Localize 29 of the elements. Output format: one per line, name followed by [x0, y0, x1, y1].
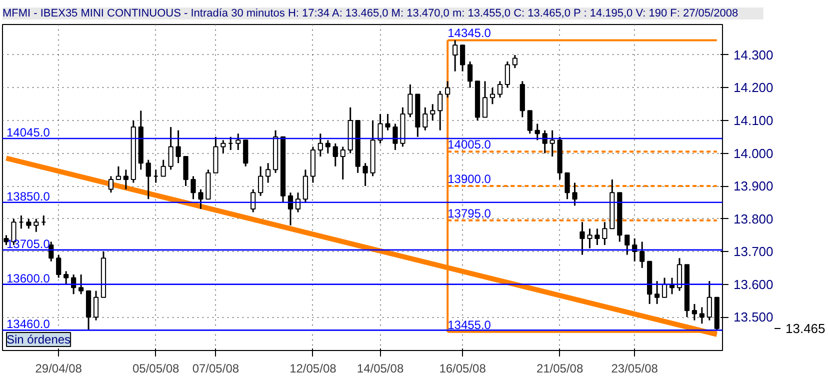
y-tick-label: 13.500: [734, 310, 774, 325]
annotation: Sin órdenes: [6, 332, 71, 346]
ref-line-label: 13850.0: [6, 189, 50, 204]
y-tick-label: 13.700: [734, 244, 774, 260]
ref-line-label: 14045.0: [6, 126, 50, 140]
y-tick-label: 13.800: [734, 211, 774, 226]
x-tick-label: 23/05/08: [611, 362, 658, 376]
x-tick-label: 16/05/08: [439, 362, 486, 376]
ref-line-label: 13600.0: [6, 271, 50, 286]
x-tick-label: 05/05/08: [132, 362, 180, 376]
series-label: 13795.0: [448, 206, 492, 220]
x-tick-label: 21/05/08: [536, 362, 584, 376]
y-tick-label: 14.200: [734, 80, 774, 96]
ref-line-label: 13460.0: [6, 317, 50, 332]
chart-title: MFMI - IBEX35 MINI CONTINUOUS - Intradía 30 minutos H: 17:34 A: 13.465,0 M: 13.470,0 m: 13.455,0 C: 13.465,0 P : 14.195,0 V: 190 F: 27/05/2008: [2, 8, 738, 20]
x-tick-label: 12/05/08: [290, 362, 337, 376]
x-tick-label: 29/04/08: [35, 362, 82, 376]
y-tick-label: 14.300: [734, 47, 774, 62]
y-tick-label: 13.900: [734, 178, 774, 194]
y-tick-label: 13.600: [734, 276, 774, 292]
y-tick-label: 14.100: [734, 113, 774, 128]
text: 13.465: [786, 321, 826, 336]
series-label: 13900.0: [448, 172, 492, 186]
series-label: 14005.0: [448, 138, 492, 152]
series-label: 13455.0: [448, 318, 492, 332]
x-tick-label: 07/05/08: [192, 362, 240, 376]
series-label: 14345.0: [448, 26, 492, 40]
y-tick-label: 14.000: [734, 146, 774, 161]
x-tick-label: 14/05/08: [356, 362, 404, 376]
